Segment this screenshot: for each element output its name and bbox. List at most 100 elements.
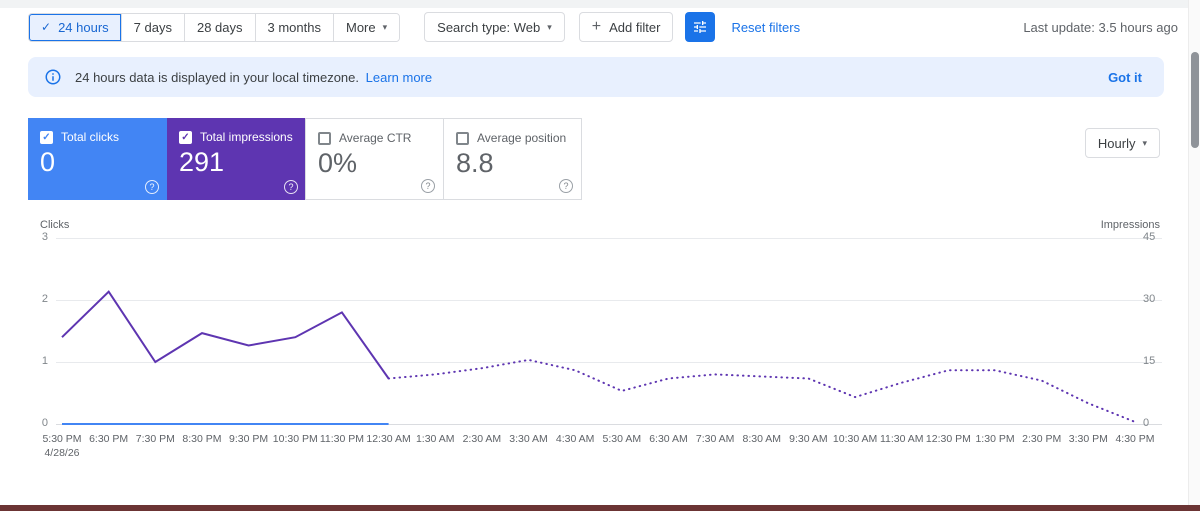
- last-update-text: Last update: 3.5 hours ago: [1023, 19, 1178, 35]
- x-axis-label: 1:30 PM: [975, 433, 1015, 445]
- checkbox-checked[interactable]: ✓: [179, 130, 192, 144]
- date-range-label: 3 months: [267, 19, 321, 35]
- top-divider: [0, 0, 1200, 8]
- metric-card-average-position[interactable]: Average position 8.8?: [443, 118, 582, 200]
- x-axis-label: 2:30 AM: [462, 433, 502, 445]
- help-icon[interactable]: ?: [145, 180, 159, 194]
- x-axis-date-label: 4/28/26: [44, 447, 80, 459]
- bottom-edge: [0, 505, 1200, 511]
- granularity-dropdown[interactable]: Hourly ▾: [1084, 128, 1160, 158]
- search-type-dropdown[interactable]: Search type: Web ▾: [424, 12, 565, 42]
- x-axis-label: 9:30 PM: [229, 433, 269, 445]
- banner-message: 24 hours data is displayed in your local…: [75, 70, 432, 85]
- filter-toolbar: ✓ 24 hours 7 days 28 days 3 months More ▾ Sear…: [28, 12, 1178, 42]
- left-axis-tick: 1: [41, 355, 48, 367]
- filter-settings-button[interactable]: [685, 12, 716, 42]
- x-axis-label: 3:30 PM: [1068, 433, 1108, 445]
- date-range-7-days[interactable]: 7 days: [121, 13, 185, 41]
- date-range-label: 24 hours: [58, 19, 109, 35]
- x-axis-label: 1:30 AM: [415, 433, 455, 445]
- right-axis-title: Impressions: [1100, 219, 1160, 231]
- gridline: [56, 362, 1162, 363]
- learn-more-link[interactable]: Learn more: [365, 69, 433, 85]
- date-range-24-hours[interactable]: ✓ 24 hours: [29, 13, 122, 41]
- metric-value: 8.8: [456, 148, 494, 178]
- metric-card-total-impressions[interactable]: ✓ Total impressions 291?: [167, 118, 306, 200]
- x-axis-label: 12:30 AM: [366, 433, 411, 445]
- metric-value: 0: [40, 147, 56, 177]
- got-it-button[interactable]: Got it: [1092, 62, 1158, 93]
- help-icon[interactable]: ?: [284, 180, 298, 194]
- date-range-more[interactable]: More ▾: [334, 13, 400, 41]
- reset-filters-link[interactable]: Reset filters: [731, 19, 801, 35]
- chevron-down-icon: ▾: [1142, 137, 1147, 148]
- metric-label: Average position: [477, 131, 567, 145]
- search-type-label: Search type: Web: [437, 19, 541, 35]
- right-axis-tick: 15: [1143, 355, 1156, 367]
- x-axis-label: 7:30 AM: [695, 433, 735, 445]
- right-axis-tick: 45: [1143, 231, 1156, 243]
- add-filter-label: Add filter: [609, 19, 661, 35]
- check-icon: ✓: [41, 20, 52, 34]
- metric-value: 291: [179, 147, 225, 177]
- date-range-3-months[interactable]: 3 months: [255, 13, 334, 41]
- date-range-label: 28 days: [196, 19, 243, 35]
- x-axis-label: 11:30 AM: [879, 433, 924, 445]
- tune-icon: [692, 19, 708, 35]
- chart-region: Clicks Impressions 3 2 1 0 45 30 15 0 5:30 PM 4/2…: [0, 215, 1188, 475]
- metric-label: Total impressions: [200, 130, 293, 144]
- checkbox-unchecked[interactable]: [456, 131, 469, 145]
- x-axis-label: 10:30 PM: [272, 433, 318, 445]
- info-icon: [44, 68, 62, 86]
- impressions-line-solid: [61, 290, 390, 380]
- x-axis-label: 2:30 PM: [1022, 433, 1062, 445]
- metric-label: Average CTR: [339, 131, 412, 145]
- metric-label: Total clicks: [61, 130, 120, 144]
- x-axis-label: 6:30 PM: [89, 433, 129, 445]
- chevron-down-icon: ▾: [547, 21, 552, 32]
- metric-card-average-ctr[interactable]: Average CTR 0%?: [305, 118, 444, 200]
- x-axis-label: 5:30 PM: [42, 433, 82, 445]
- chevron-down-icon: ▾: [382, 21, 388, 32]
- right-axis-tick: 0: [1143, 417, 1150, 429]
- plus-icon: +: [591, 18, 602, 35]
- x-axis-label: 11:30 PM: [319, 433, 364, 445]
- help-icon[interactable]: ?: [559, 179, 573, 193]
- x-axis-label: 5:30 AM: [602, 433, 642, 445]
- date-range-label: 7 days: [133, 19, 172, 35]
- date-range-group: ✓ 24 hours 7 days 28 days 3 months More ▾: [28, 12, 401, 42]
- timezone-banner: 24 hours data is displayed in your local…: [28, 57, 1164, 97]
- metric-card-total-clicks[interactable]: ✓ Total clicks 0?: [28, 118, 167, 200]
- x-axis-label: 8:30 AM: [742, 433, 782, 445]
- add-filter-button[interactable]: + Add filter: [578, 12, 674, 42]
- gridline: [56, 238, 1162, 239]
- metric-value: 0%: [318, 148, 358, 178]
- granularity-label: Hourly: [1097, 135, 1136, 151]
- x-axis-label: 4:30 PM: [1115, 433, 1155, 445]
- date-range-28-days[interactable]: 28 days: [184, 13, 256, 41]
- x-axis-label: 7:30 PM: [135, 433, 175, 445]
- x-axis-label: 6:30 AM: [649, 433, 688, 445]
- impressions-line-dotted: [387, 358, 1136, 423]
- x-axis-label: 3:30 AM: [509, 433, 548, 445]
- x-axis-label: 9:30 AM: [789, 433, 828, 445]
- left-axis-title: Clicks: [40, 219, 70, 231]
- checkbox-unchecked[interactable]: [318, 131, 331, 145]
- chart-canvas: [61, 290, 1136, 425]
- banner-message-text: 24 hours data is displayed in your local…: [75, 69, 359, 85]
- left-axis-tick: 3: [41, 231, 48, 243]
- left-axis-tick: 2: [41, 293, 48, 305]
- gridline: [56, 300, 1162, 301]
- gridline: [56, 424, 1162, 425]
- vertical-scrollbar[interactable]: [1188, 0, 1200, 511]
- checkbox-checked[interactable]: ✓: [40, 130, 53, 144]
- metric-cards: ✓ Total clicks 0? ✓ Total impressions 291? Ave…: [28, 118, 582, 200]
- scrollbar-thumb[interactable]: [1191, 52, 1199, 148]
- left-axis-tick: 0: [41, 417, 48, 429]
- x-axis-label: 8:30 PM: [182, 433, 222, 445]
- help-icon[interactable]: ?: [421, 179, 435, 193]
- x-axis-label: 10:30 AM: [832, 433, 878, 445]
- x-axis-label: 12:30 PM: [925, 433, 971, 445]
- date-range-label: More: [346, 19, 376, 35]
